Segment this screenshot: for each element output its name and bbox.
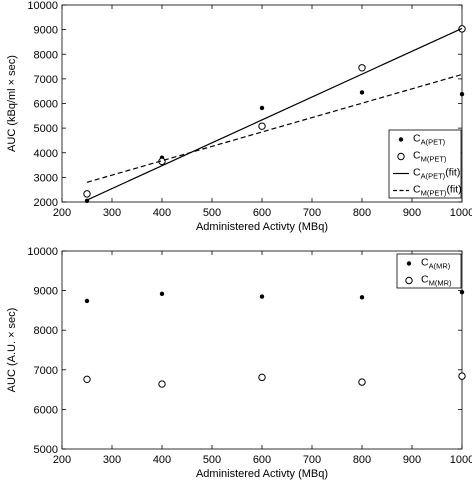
- y-axis-label: AUC (A.U. × sec): [6, 308, 18, 393]
- legend-entry-name: C: [413, 184, 421, 196]
- legend-entry-name: C: [413, 167, 421, 179]
- legend-entry-label: CM(PET): [413, 150, 447, 164]
- x-tick-label: 200: [53, 207, 71, 219]
- legend-entry-subscript: A(PET): [421, 138, 446, 147]
- x-tick-label: 300: [103, 207, 121, 219]
- data-point-filled: [259, 294, 265, 299]
- data-point-filled: [159, 291, 165, 296]
- x-tick-label: 700: [303, 207, 321, 219]
- x-tick-label: 200: [53, 454, 71, 466]
- data-point-open: [83, 375, 91, 384]
- legend-entry-subscript: M(PET): [421, 155, 447, 164]
- legend-entry-label: CM(PET)(fit): [413, 184, 462, 198]
- data-point-open: [258, 373, 266, 382]
- data-point-filled: [459, 91, 465, 97]
- legend-entry-label: CA(MR): [421, 257, 451, 271]
- data-point-open: [458, 372, 466, 380]
- x-tick-label: 400: [153, 454, 171, 466]
- x-tick-label: 400: [153, 207, 171, 219]
- y-tick-label: 9000: [34, 286, 58, 298]
- legend-swatch-filled-dot: [398, 137, 404, 142]
- x-tick-label: 900: [403, 454, 421, 466]
- legend-entry-label: CA(PET): [413, 133, 446, 147]
- legend-entry-subscript: A(MR): [429, 262, 451, 271]
- x-axis-label: Administered Activty (MBq): [196, 221, 328, 233]
- y-tick-label: 6000: [34, 99, 58, 111]
- x-tick-label: 800: [353, 454, 371, 466]
- y-tick-label: 10000: [27, 246, 58, 258]
- y-axis-label: AUC (kBq/ml × sec): [6, 55, 18, 152]
- data-point-open: [358, 378, 366, 386]
- legend-entry-subscript: M(PET): [421, 189, 447, 198]
- x-tick-label: 600: [253, 454, 271, 466]
- y-tick-label: 7000: [34, 365, 58, 377]
- legend-entry-label: CM(MR): [421, 274, 452, 288]
- y-tick-label: 5000: [34, 444, 58, 456]
- x-tick-label: 1000: [450, 454, 472, 466]
- chart-bottom: 200 300 400 500 600 700 800 900 1000 5000 6000 7000…: [6, 246, 472, 480]
- y-tick-label: 4000: [34, 148, 58, 160]
- x-tick-label: 600: [253, 207, 271, 219]
- legend-entry-name: C: [413, 133, 421, 145]
- legend-entry-name: C: [421, 257, 429, 269]
- x-tick-label: 500: [203, 454, 221, 466]
- legend-entry-name: C: [413, 150, 421, 162]
- data-point-filled: [84, 298, 90, 304]
- legend-entry-label: CA(PET)(fit): [413, 167, 460, 181]
- y-tick-label: 8000: [34, 325, 58, 337]
- legend: CA(PET)CM(PET)CA(PET)(fit)CM(PET)(fit): [388, 129, 462, 199]
- fit-line-apet: [86, 27, 463, 201]
- legend-swatch-filled-dot: [406, 261, 412, 266]
- x-tick-label: 800: [353, 207, 371, 219]
- x-tick-label: 500: [203, 207, 221, 219]
- data-point-open: [83, 190, 91, 198]
- data-point-filled: [359, 90, 365, 95]
- legend-entry-suffix: (fit): [446, 184, 461, 196]
- data-point-filled: [359, 295, 365, 300]
- chart-top: 200 300 400 500 600 700 800 900 1000 2000 3000 4000…: [6, 0, 472, 233]
- legend-entry-name: C: [421, 274, 429, 286]
- fit-line-mpet: [86, 73, 463, 183]
- legend-entry-subscript: M(MR): [429, 279, 452, 288]
- x-tick-label: 300: [103, 454, 121, 466]
- y-tick-label: 9000: [34, 25, 58, 37]
- data-point-open: [358, 64, 366, 72]
- data-point-open: [258, 122, 266, 130]
- legend-entry-subscript: A(PET): [421, 172, 446, 181]
- x-tick-label: 900: [403, 207, 421, 219]
- legend-entry-suffix: (fit): [445, 167, 460, 179]
- data-point-filled: [259, 105, 265, 111]
- x-axis-label: Administered Activty (MBq): [196, 468, 328, 480]
- y-tick-label: 3000: [34, 172, 58, 184]
- y-tick-label: 2000: [34, 197, 58, 209]
- x-tick-label: 1000: [450, 207, 472, 219]
- data-point-filled: [459, 289, 465, 295]
- y-tick-label: 8000: [34, 49, 58, 61]
- legend-swatch-open-circle: [397, 152, 405, 161]
- x-tick-label: 700: [303, 454, 321, 466]
- y-tick-label: 6000: [34, 404, 58, 416]
- legend: CA(MR)CM(MR): [396, 253, 462, 289]
- legend-swatch-open-circle: [405, 276, 413, 285]
- y-tick-label: 7000: [34, 74, 58, 86]
- y-tick-label: 5000: [34, 123, 58, 135]
- y-tick-label: 10000: [27, 0, 58, 12]
- data-point-open: [158, 380, 166, 388]
